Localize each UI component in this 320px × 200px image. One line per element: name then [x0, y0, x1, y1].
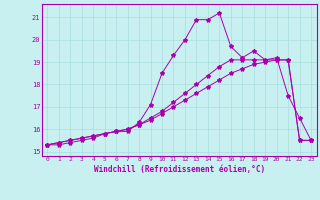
- X-axis label: Windchill (Refroidissement éolien,°C): Windchill (Refroidissement éolien,°C): [94, 165, 265, 174]
